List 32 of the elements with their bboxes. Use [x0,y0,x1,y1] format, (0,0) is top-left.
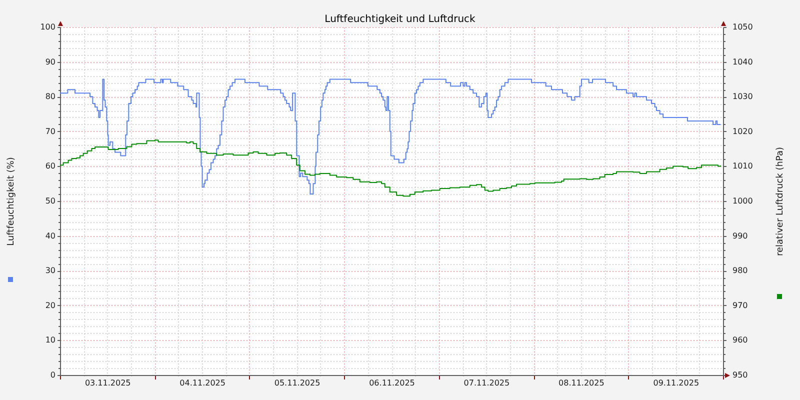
x-tick-label: 04.11.2025 [180,378,226,388]
y-tick-label: 0 [50,370,56,380]
y2-tick-label: 1040 [732,57,753,66]
y-tick-label: 90 [45,57,56,66]
y2-tick-label: 990 [732,231,748,240]
y-tick-label: 30 [45,266,56,276]
x-tick-label: 09.11.2025 [653,378,700,388]
chart-title: Luftfeuchtigkeit und Luftdruck [324,14,476,25]
y2-tick-label: 950 [732,370,748,380]
x-tick-label: 05.11.2025 [274,378,320,388]
y-tick-label: 10 [45,336,56,345]
x-tick-label: 03.11.2025 [84,378,131,388]
y2-tick-label: 1020 [732,126,753,136]
y2-tick-label: 970 [732,300,748,310]
y-tick-label: 70 [45,126,56,136]
y-tick-label: 100 [40,22,56,32]
y-tick-label: 50 [45,196,56,206]
y-tick-label: 80 [45,92,56,102]
y2-tick-label: 1000 [732,196,753,206]
x-tick-label: 06.11.2025 [369,378,415,388]
y2-axis-title: relativer Luftdruck (hPa) [776,146,786,256]
y-axis-title: Luftfeuchtigkeit (%) [6,157,16,246]
y2-tick-label: 1010 [732,162,753,171]
y2-tick-label: 960 [732,336,748,345]
y-tick-label: 60 [45,162,56,171]
y-tick-label: 40 [45,231,56,240]
x-tick-label: 07.11.2025 [464,378,510,388]
y-tick-label: 20 [45,300,56,310]
y2-tick-label: 1050 [732,22,753,32]
x-tick-label: 08.11.2025 [558,378,604,388]
y2-tick-label: 1030 [732,92,753,102]
y2-tick-label: 980 [732,266,748,276]
